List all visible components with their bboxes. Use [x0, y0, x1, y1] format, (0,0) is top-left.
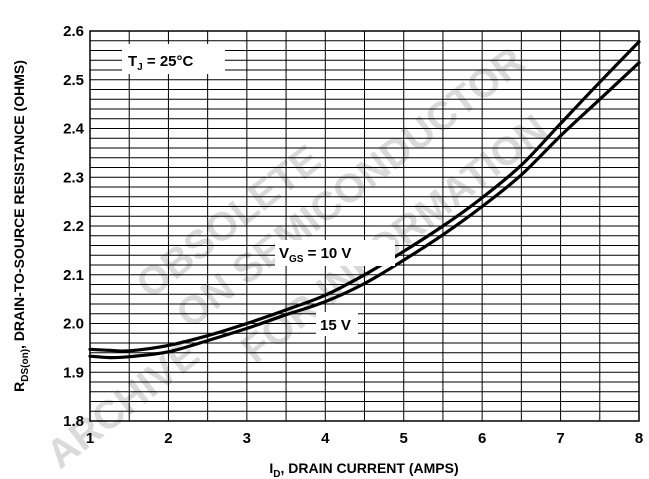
x-tick-label: 4	[321, 430, 330, 447]
y-tick-label: 1.8	[63, 413, 84, 430]
x-tick-label: 3	[243, 430, 251, 447]
chart-grid	[89, 30, 640, 422]
y-tick-label: 2.5	[63, 72, 84, 89]
x-tick-label: 2	[164, 430, 172, 447]
y-tick-label: 2.3	[63, 169, 84, 186]
watermark-text-3: ARCHIVE	[38, 332, 207, 478]
y-tick-label: 2.2	[63, 218, 84, 235]
y-tick-labels: 1.8 1.9 2.0 2.1 2.2 2.3 2.4 2.5 2.6	[63, 23, 85, 430]
x-tick-label: 7	[556, 430, 564, 447]
x-axis-label: ID, DRAIN CURRENT (AMPS)	[269, 460, 458, 479]
x-tick-label: 5	[400, 430, 408, 447]
series-line-1	[88, 61, 641, 360]
condition-label: TJ = 25°C	[128, 53, 194, 73]
y-tick-label: 2.6	[63, 23, 84, 40]
y-axis-label: RDS(on), DRAIN-TO-SOURCE RESISTANCE (OHM…	[11, 60, 31, 392]
x-tick-label: 6	[478, 430, 486, 447]
x-tick-labels: 1 2 3 4 5 6 7 8	[86, 430, 643, 447]
series-group	[88, 40, 641, 360]
y-tick-label: 2.0	[63, 316, 84, 333]
x-tick-label: 1	[86, 430, 94, 447]
y-tick-label: 2.4	[63, 121, 85, 138]
y-tick-label: 2.1	[63, 267, 84, 284]
series-line-0	[88, 40, 641, 353]
series-label-1: 15 V	[320, 317, 351, 334]
plot-frame	[89, 30, 640, 422]
series-label-bg-0	[275, 240, 395, 266]
condition-box	[122, 44, 225, 74]
y-tick-label: 1.9	[63, 364, 84, 381]
x-tick-label: 8	[635, 430, 643, 447]
series-label-0: VGS = 10 V	[279, 245, 351, 265]
series-label-bg-1	[316, 312, 358, 336]
